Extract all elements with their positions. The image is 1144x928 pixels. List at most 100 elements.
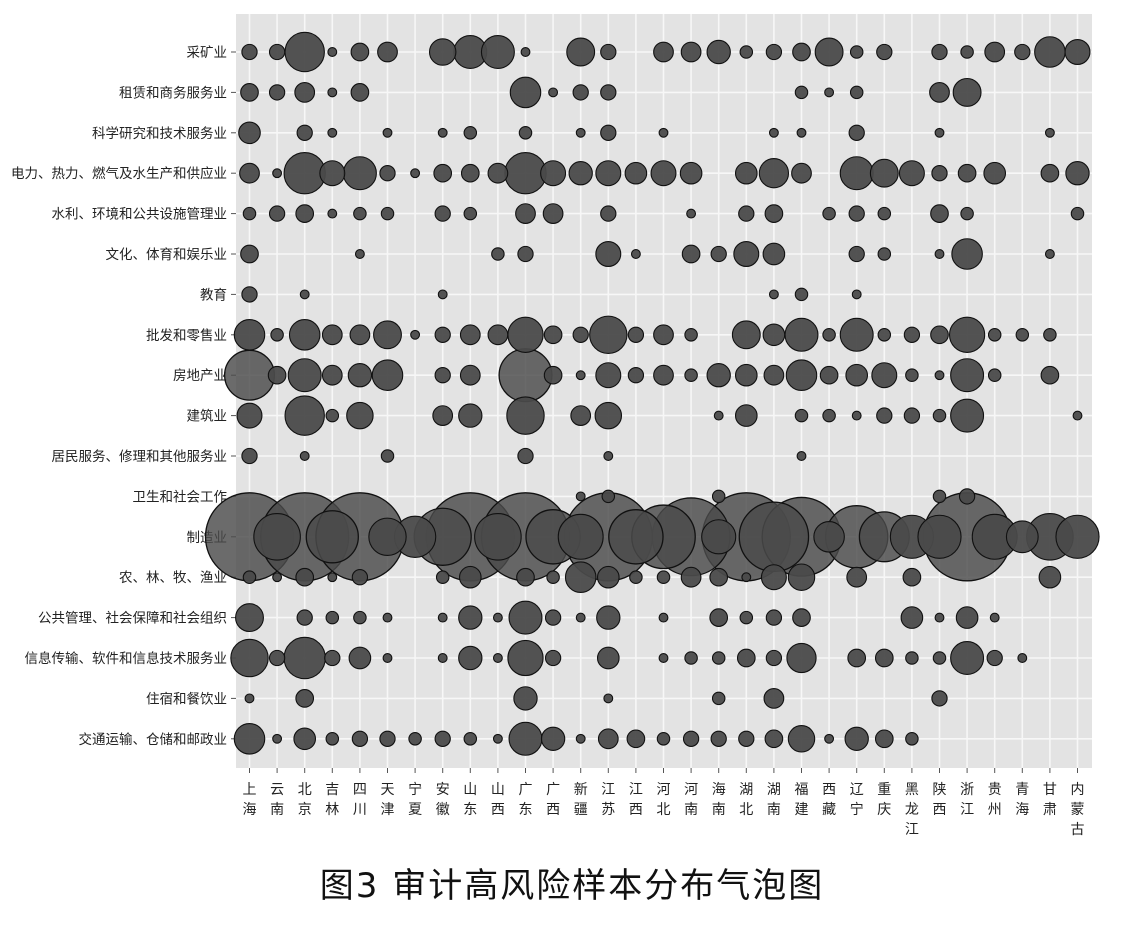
bubble-point [764, 204, 784, 223]
bubble-chart: 采矿业租赁和商务服务业科学研究和技术服务业电力、热力、燃气及水生产和供应业水利、… [11, 14, 1100, 838]
bubble-point [955, 606, 979, 629]
bubble-point [542, 203, 564, 224]
bubble-point [656, 570, 671, 584]
bubble-point [839, 317, 874, 352]
bubble-point [575, 370, 586, 381]
bubble-point [709, 567, 729, 587]
bubble-point [459, 364, 481, 386]
bubble-point [230, 638, 269, 678]
bubble-point [758, 158, 790, 189]
bubble-point [434, 326, 451, 343]
bubble-point [543, 365, 563, 385]
bubble-point [960, 206, 974, 221]
bubble-point [575, 612, 586, 623]
y-tick-label: 采矿业 [187, 45, 228, 61]
bubble-point [321, 364, 343, 386]
bubble-point [589, 315, 628, 355]
bubble-point [624, 161, 648, 185]
x-tick-label: 新疆 [574, 782, 588, 818]
bubble-point [236, 402, 263, 429]
bubble-point [241, 447, 258, 465]
bubble-point [847, 648, 867, 668]
bubble-point [518, 126, 533, 140]
bubble-point [876, 407, 893, 424]
x-tick-label: 天津 [381, 782, 395, 818]
bubble-point [871, 362, 898, 389]
bubble-point [437, 612, 448, 623]
bubble-point [658, 612, 669, 623]
x-tick-label: 甘肃 [1043, 782, 1057, 818]
y-tick-label: 文化、体育和娱乐业 [106, 247, 228, 263]
bubble-point [294, 82, 316, 103]
bubble-point [596, 565, 620, 589]
bubble-point [869, 158, 899, 188]
bubble-point [347, 363, 373, 388]
bubble-point [785, 359, 818, 391]
bubble-point [507, 639, 544, 677]
bubble-point [601, 489, 616, 504]
bubble-point [932, 489, 947, 504]
bubble-point [1015, 328, 1030, 342]
bubble-point [709, 608, 729, 627]
bubble-point [600, 84, 617, 101]
bubble-point [600, 124, 617, 141]
x-tick-label: 广东 [519, 782, 533, 818]
bubble-point [1014, 43, 1031, 61]
bubble-point [575, 491, 586, 502]
bubble-point [1043, 328, 1057, 342]
bubble-point [1072, 410, 1083, 421]
bubble-point [240, 244, 259, 264]
bubble-point [595, 160, 622, 187]
bubble-point [603, 451, 614, 461]
bubble-point [572, 326, 589, 343]
bubble-point [305, 510, 359, 564]
bubble-point [487, 162, 509, 184]
bubble-point [458, 645, 483, 671]
bubble-point [1070, 206, 1085, 221]
bubble-point [517, 245, 534, 263]
bubble-point [706, 363, 731, 388]
bubble-point [570, 405, 592, 426]
x-tick-label: 宁夏 [408, 781, 422, 818]
y-tick-label: 住宿和餐饮业 [146, 690, 227, 707]
bubble-point [241, 43, 258, 61]
x-tick-label: 山东 [463, 782, 477, 818]
bubble-point [627, 367, 645, 384]
bubble-point [491, 247, 505, 261]
bubble-point [684, 328, 698, 342]
bubble-point [377, 41, 398, 63]
bubble-point [268, 649, 286, 667]
bubble-point [353, 206, 367, 221]
bubble-point [898, 160, 925, 187]
bubble-point [235, 603, 264, 633]
bubble-point [787, 725, 816, 753]
bubble-point [987, 368, 1002, 382]
bubble-point [738, 205, 755, 222]
bubble-point [930, 325, 949, 345]
bubble-point [434, 367, 451, 384]
bubble-point [325, 610, 340, 625]
bubble-point [849, 45, 864, 59]
bubble-point [296, 124, 313, 141]
y-tick-label: 教育 [200, 287, 227, 303]
x-tick-label: 山西 [491, 782, 505, 818]
bubble-point [435, 570, 450, 584]
bubble-point [433, 163, 453, 183]
y-tick-label: 信息传输、软件和信息技术服务业 [25, 650, 228, 667]
bubble-point [434, 730, 451, 747]
bubble-point [877, 247, 892, 261]
bubble-point [458, 565, 482, 589]
bubble-point [701, 519, 737, 555]
bubble-point [681, 244, 701, 264]
bubble-point [242, 206, 257, 221]
bubble-point [877, 206, 892, 221]
x-tick-label: 西藏 [822, 782, 836, 818]
bubble-layer [204, 31, 1100, 756]
x-tick-label: 吉林 [325, 782, 339, 818]
bubble-point [711, 651, 726, 665]
bubble-point [989, 612, 1000, 623]
bubble-point [272, 733, 283, 744]
x-tick-label: 江西 [629, 782, 643, 818]
bubble-point [934, 127, 945, 138]
bubble-point [1064, 38, 1091, 65]
